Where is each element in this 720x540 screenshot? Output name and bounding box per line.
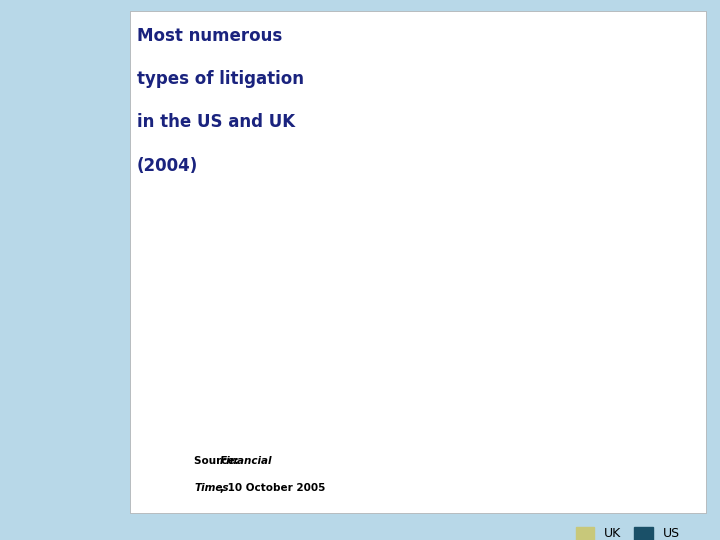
- Bar: [288, 393, 393, 420]
- Text: Times: Times: [194, 483, 229, 494]
- Text: Most numerous: Most numerous: [137, 27, 282, 45]
- Bar: [288, 248, 441, 276]
- X-axis label: Percentage: Percentage: [454, 471, 525, 484]
- Text: types of litigation: types of litigation: [137, 70, 304, 88]
- Bar: [288, 320, 409, 348]
- Bar: [288, 365, 425, 393]
- Bar: [288, 221, 409, 248]
- Legend: UK, US: UK, US: [570, 522, 685, 540]
- Text: in the US and UK: in the US and UK: [137, 113, 295, 131]
- Bar: [288, 177, 595, 204]
- Text: Financial: Financial: [220, 456, 272, 467]
- Bar: [288, 77, 514, 104]
- Bar: [288, 149, 530, 177]
- Text: (2004): (2004): [137, 157, 198, 174]
- Text: , 10 October 2005: , 10 October 2005: [220, 483, 325, 494]
- Bar: [288, 293, 498, 320]
- Bar: [288, 104, 626, 132]
- Text: Source:: Source:: [194, 456, 243, 467]
